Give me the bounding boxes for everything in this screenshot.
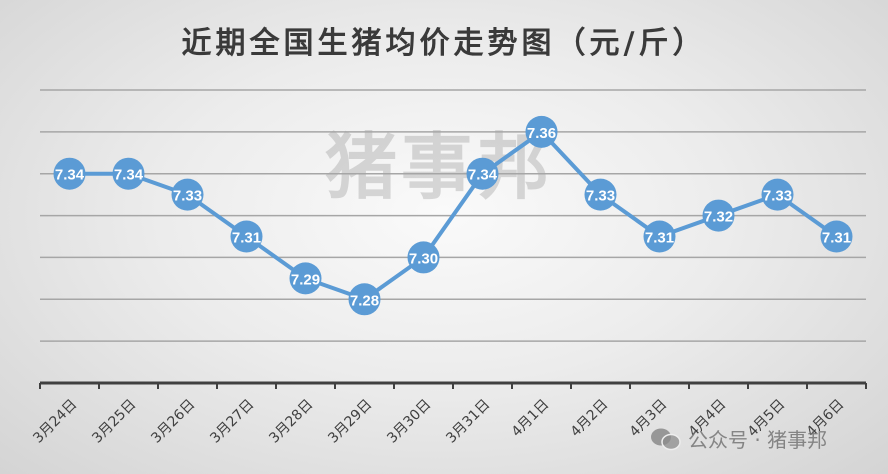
data-label: 7.31 [645,230,674,247]
data-label: 7.34 [468,167,498,184]
data-point [643,220,676,253]
footer-watermark: 公众号 · 猪事邦 [648,424,827,453]
data-label: 7.30 [409,250,438,267]
x-tick-label: 3月29日 [325,397,375,447]
data-point [466,157,499,190]
data-point [525,115,558,148]
data-label: 7.31 [232,230,261,247]
data-label: 7.33 [763,188,792,205]
x-tick-label: 3月24日 [30,397,80,447]
data-point [702,199,735,232]
data-label: 7.29 [291,271,320,288]
x-tick-label: 4月1日 [509,397,553,441]
wechat-icon [651,428,681,450]
watermark: 猪事邦 [325,125,554,209]
footer-text: 公众号 · 猪事邦 [688,428,828,452]
data-label: 7.33 [586,188,615,205]
data-label: 7.28 [350,292,379,309]
data-point [289,262,322,295]
chart-title: 近期全国生猪均价走势图（元/斤） [181,26,707,61]
data-label: 7.36 [527,125,556,142]
data-point [230,220,263,253]
data-point [407,241,440,274]
x-tick-label: 3月28日 [266,397,316,447]
x-tick-label: 3月26日 [148,397,198,447]
data-label: 7.32 [704,209,733,226]
data-point [584,178,617,211]
x-tick-label: 3月25日 [89,397,139,447]
x-tick-label: 3月30日 [384,397,434,447]
data-point [171,178,204,211]
data-point [820,220,853,253]
data-label: 7.33 [173,188,202,205]
x-tick-label: 4月2日 [568,397,612,441]
x-tick-label: 3月27日 [207,397,257,447]
data-label: 7.34 [55,167,85,184]
data-point [112,157,145,190]
data-label: 7.34 [114,167,144,184]
data-point [53,157,86,190]
data-label: 7.31 [822,230,851,247]
x-tick-label: 3月31日 [443,397,493,447]
data-point [761,178,794,211]
data-point [348,283,381,316]
